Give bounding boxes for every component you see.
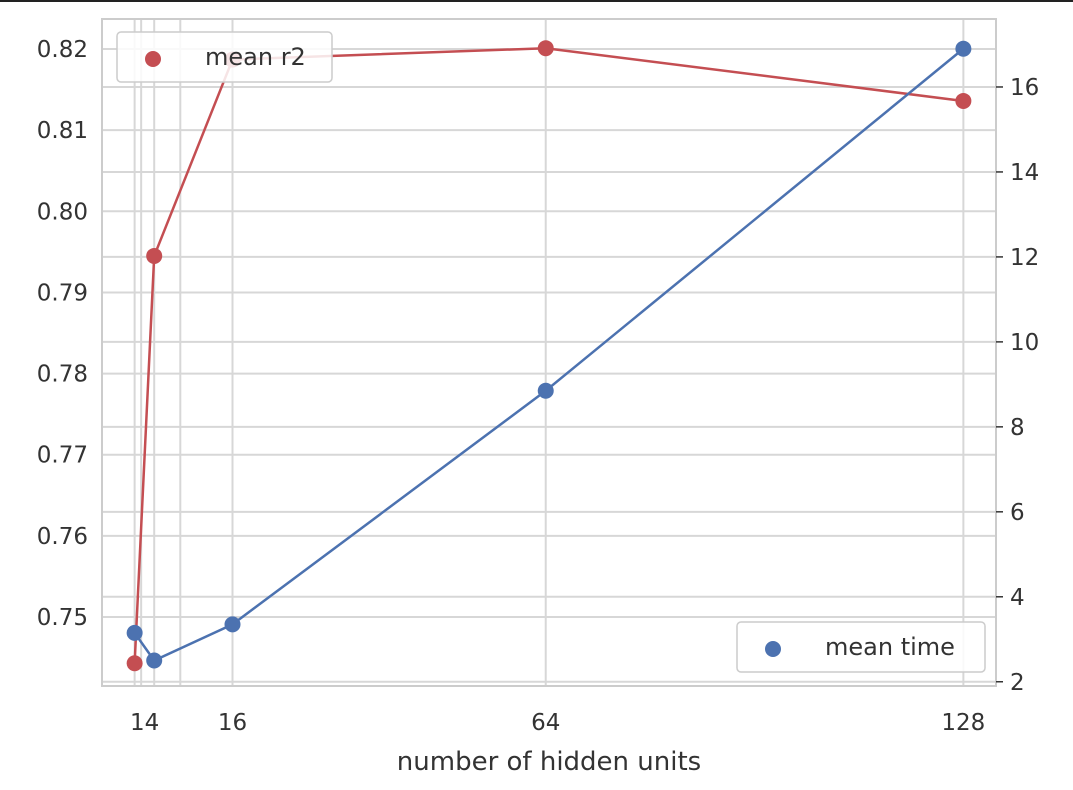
data-point (955, 40, 972, 57)
y-left-tick-label: 0.80 (37, 199, 88, 225)
legend-label: mean r2 (205, 43, 306, 71)
legend-marker (765, 641, 781, 657)
legend-mean-r2: mean r2 (116, 31, 333, 83)
y-left-tick-label: 0.79 (37, 280, 88, 306)
x-tick-label: 128 (941, 710, 985, 736)
y-right-tick-label: 8 (1010, 415, 1025, 441)
data-point (537, 382, 554, 399)
y-right-tick-label: 2 (1010, 670, 1025, 696)
data-point (146, 247, 163, 264)
axis-ticks: 0.75 0.76 0.77 0.78 0.79 0.80 0.81 0.82 2 4 6 8 10 12… (37, 37, 1040, 736)
grid (102, 19, 996, 686)
y-right-tick-label: 6 (1010, 500, 1025, 526)
y-right-tick-label: 16 (1010, 75, 1039, 101)
legend-box (736, 621, 986, 673)
data-point (126, 624, 143, 641)
y-left-tick-label: 0.82 (37, 37, 88, 63)
plot-frame (101, 18, 997, 687)
legend-marker (145, 51, 161, 67)
x-tick-label: 64 (531, 710, 560, 736)
x-tick-label: 16 (218, 710, 247, 736)
series-lines (133, 46, 965, 664)
y-right-tick-label: 12 (1010, 245, 1039, 271)
series-markers (126, 40, 972, 672)
series-line (133, 47, 965, 663)
y-left-tick-label: 0.78 (37, 362, 88, 388)
y-left-tick-label: 0.77 (37, 443, 88, 469)
x-tick-label: 14 (130, 710, 159, 736)
y-left-tick-label: 0.76 (37, 524, 88, 550)
data-point (955, 92, 972, 109)
y-left-tick-label: 0.75 (37, 605, 88, 631)
legend-label: mean time (825, 633, 955, 661)
data-point (146, 652, 163, 669)
series-line (133, 46, 964, 664)
y-right-tick-label: 4 (1010, 585, 1025, 611)
y-right-tick-label: 10 (1010, 330, 1039, 356)
legend-mean-time: mean time (736, 621, 986, 673)
x-axis-title: number of hidden units (397, 747, 701, 777)
data-point (224, 616, 241, 633)
y-right-tick-label: 14 (1010, 160, 1039, 186)
y-left-tick-label: 0.81 (37, 118, 88, 144)
data-point (537, 40, 554, 57)
data-point (126, 655, 143, 672)
legend-box (116, 31, 333, 83)
